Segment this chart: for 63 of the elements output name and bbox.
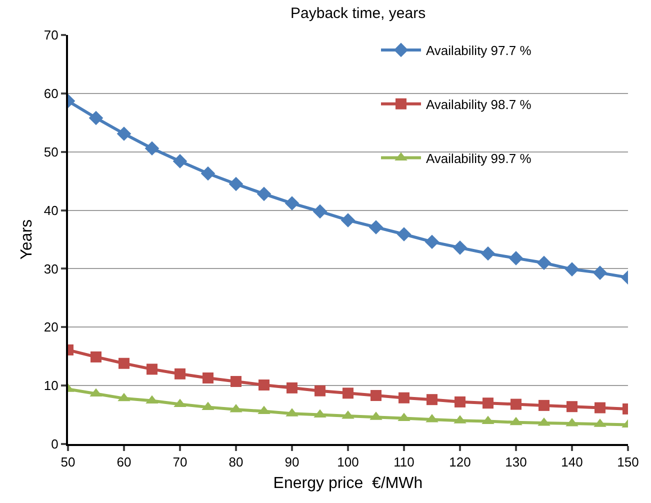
y-tick-label: 30 — [44, 261, 58, 276]
point — [88, 110, 104, 126]
point — [90, 351, 102, 362]
x-tick-label: 70 — [172, 454, 188, 470]
legend-label: Availability 99.7 % — [426, 150, 532, 166]
point — [424, 234, 440, 249]
point — [454, 396, 466, 408]
point — [566, 401, 578, 412]
point — [146, 364, 158, 375]
y-tick-label: 70 — [44, 28, 58, 43]
point — [538, 400, 550, 411]
x-tick-label: 110 — [394, 454, 414, 470]
y-tick-label: 20 — [44, 320, 58, 335]
point — [510, 398, 522, 410]
point — [536, 256, 552, 270]
x-tick-label: 130 — [505, 454, 527, 470]
x-tick-label: 150 — [617, 454, 639, 470]
point — [342, 388, 354, 399]
x-tick-label: 90 — [284, 454, 300, 470]
x-tick-label: 60 — [116, 454, 132, 470]
x-tick-label: 120 — [449, 454, 471, 470]
point — [200, 166, 216, 181]
y-tick-label: 50 — [44, 144, 58, 160]
point — [284, 196, 300, 210]
x-tick-label: 80 — [228, 454, 244, 470]
chart-title: Payback time, years — [290, 5, 426, 22]
point — [452, 240, 468, 255]
point — [256, 186, 272, 202]
point — [202, 372, 214, 384]
point — [480, 246, 496, 261]
point — [314, 385, 326, 396]
legend-label: Availability 97.7 % — [426, 43, 532, 58]
y-tick-label: 40 — [44, 202, 58, 218]
point — [592, 266, 608, 280]
x-tick-label: 50 — [60, 454, 76, 470]
y-tick-label: 60 — [44, 86, 58, 101]
point — [258, 379, 270, 390]
point — [340, 213, 356, 228]
point — [174, 368, 186, 380]
y-axis-title: Years — [18, 219, 36, 260]
point — [426, 394, 438, 406]
point — [230, 376, 242, 387]
y-tick-label: 0 — [51, 436, 58, 452]
point — [594, 402, 606, 414]
point — [312, 204, 328, 219]
legend-label: Availability 98.7 % — [426, 96, 532, 112]
point — [116, 126, 132, 141]
point — [228, 176, 244, 192]
y-tick-label: 10 — [44, 378, 58, 394]
point — [286, 382, 298, 394]
x-tick-label: 140 — [561, 454, 583, 470]
x-axis-title: Energy price €/MWh — [273, 474, 423, 492]
point — [396, 227, 412, 242]
point — [398, 392, 410, 404]
point — [564, 262, 580, 276]
point — [370, 390, 382, 401]
x-tick-label: 100 — [337, 454, 359, 470]
point — [144, 141, 160, 156]
point — [508, 251, 524, 266]
point — [172, 154, 188, 168]
point — [482, 398, 494, 409]
point — [118, 358, 130, 369]
point — [368, 220, 384, 234]
